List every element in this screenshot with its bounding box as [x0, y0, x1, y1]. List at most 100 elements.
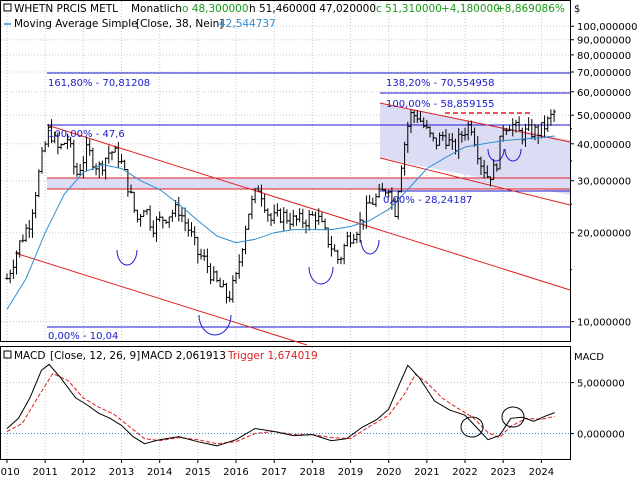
channel-upper-line [46, 124, 571, 291]
change-value: +4,180000 [441, 3, 500, 15]
macd-legend-params: [Close, 12, 26, 9] [50, 350, 140, 362]
price-bar [103, 157, 108, 180]
price-bar [138, 213, 143, 227]
close-value: c 51,310000 [376, 3, 442, 15]
price-bar [224, 282, 229, 304]
price-bar [272, 204, 276, 224]
price-bar [227, 290, 232, 302]
price-bar [542, 115, 547, 138]
consolidation-zone [380, 103, 570, 195]
price-bar [313, 211, 318, 230]
currency-label: $ [574, 4, 580, 15]
price-bar [285, 209, 289, 224]
ma-legend-value: 42,544737 [219, 18, 276, 30]
price-bar [355, 231, 359, 244]
price-bar [27, 219, 32, 239]
price-bar [116, 141, 121, 169]
price-bar [342, 243, 346, 265]
price-bar [151, 220, 156, 238]
price-bar [94, 163, 98, 176]
price-bar [281, 207, 286, 231]
header-swatch [3, 3, 12, 12]
price-tick-label: 30,000000 [577, 177, 631, 188]
year-tick-label: 2019 [338, 467, 363, 478]
trigger-line [6, 372, 555, 445]
price-panel-frame [0, 0, 571, 342]
price-tick-label: 70,000000 [577, 68, 631, 79]
price-bar [24, 223, 28, 242]
price-bar [339, 256, 343, 265]
price-bar [240, 248, 245, 267]
bottom-marker-2020 [360, 239, 380, 255]
year-tick-label: 2012 [71, 467, 96, 478]
price-bar [549, 109, 553, 126]
price-bar [180, 207, 184, 223]
price-tick-label: 10,000000 [577, 318, 631, 329]
price-bar [266, 208, 270, 222]
open-value: o 48,300000 [182, 3, 249, 15]
price-bar [145, 208, 149, 215]
macd-legend-label: MACD [14, 350, 45, 362]
price-bar [81, 155, 86, 179]
year-tick-label: 2020 [376, 467, 401, 478]
range-lower-line [379, 157, 571, 206]
price-bar [135, 209, 140, 223]
moving-average-line [6, 135, 555, 310]
price-bar [326, 227, 331, 248]
price-bar [192, 226, 197, 246]
price-bar [250, 195, 254, 220]
year-tick-label: 2011 [32, 467, 57, 478]
channel-lower-line [14, 252, 308, 346]
macd-cross-marker-1 [460, 416, 484, 438]
price-bar [100, 160, 105, 176]
price-bar [186, 218, 191, 237]
price-bar [332, 244, 337, 252]
price-bar [218, 277, 222, 288]
price-bar [329, 236, 334, 257]
price-bar [119, 153, 124, 164]
chart-header: WHETN PRCIS METL Monatlich o 48,300000 h… [3, 3, 565, 30]
year-tick-label: 2021 [414, 467, 439, 478]
price-bar [243, 225, 248, 255]
price-bar [211, 266, 216, 282]
year-tick-label: 2010 [0, 467, 20, 478]
price-bar [202, 249, 207, 261]
price-bar [43, 141, 47, 153]
fib-label-right-100: 100,00% - 58,859155 [386, 99, 495, 110]
macd-tick-label: 0,000000 [577, 430, 625, 441]
price-tick-label: 60,000000 [577, 88, 631, 99]
price-bar [8, 269, 12, 284]
price-bar [30, 209, 35, 238]
year-tick-label: 2017 [261, 467, 286, 478]
price-bar [5, 273, 9, 280]
price-bar [205, 248, 210, 274]
price-tick-label: 50,000000 [577, 111, 631, 122]
price-bar [358, 211, 362, 243]
price-bar [208, 263, 213, 285]
year-tick-label: 2024 [529, 467, 554, 478]
price-tick-label: 90,000000 [577, 36, 631, 47]
price-bars [5, 109, 556, 304]
macd-axis-name: MACD [574, 352, 604, 363]
price-bar [148, 205, 152, 231]
macd-swatch [3, 350, 12, 359]
price-bar [199, 248, 203, 260]
bottom-marker-2018 [308, 266, 334, 285]
price-bar [132, 191, 137, 213]
high-value: h 51,460000 [249, 3, 316, 15]
price-bar [37, 169, 41, 198]
price-bar [97, 161, 102, 178]
price-bar [189, 222, 194, 237]
price-bar [33, 191, 38, 219]
price-bar [176, 196, 181, 222]
resistance-zone [47, 178, 570, 189]
price-bar [351, 233, 356, 244]
price-tick-label: 100,000000 [577, 22, 637, 33]
price-bar [291, 209, 296, 227]
low-value: l 47,020000 [313, 3, 376, 15]
price-bar [87, 139, 92, 156]
fib-label-1618: 161,80% - 70,81208 [48, 78, 150, 89]
price-bar [62, 142, 67, 146]
year-tick-label: 2022 [452, 467, 477, 478]
price-bar [154, 216, 159, 242]
